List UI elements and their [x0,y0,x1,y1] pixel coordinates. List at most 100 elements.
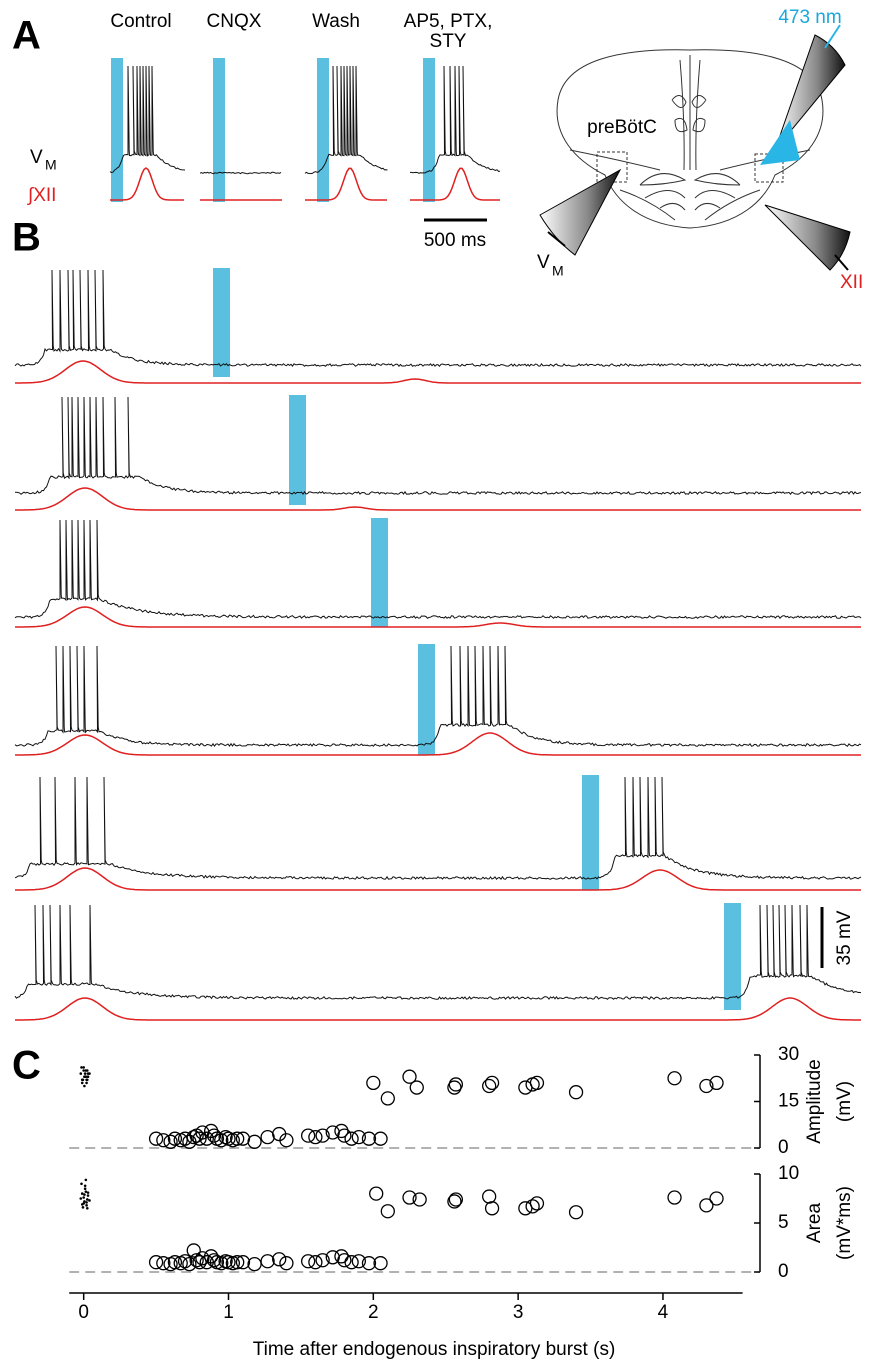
data-point [156,1133,171,1148]
data-point [529,1075,545,1091]
labels: A B C Control CNQX Wash AP5, PTX, STY V … [12,7,863,1360]
data-point [380,1091,395,1106]
control-point [86,1075,90,1078]
condition-label: Control [110,11,171,32]
data-point [699,1198,714,1213]
data-point [177,1254,193,1269]
data-point [402,1190,417,1205]
data-point [315,1253,330,1268]
x-axis-label: Time after endogenous inspiratory burst … [253,1339,616,1360]
control-point [79,1072,83,1075]
data-point [373,1131,388,1146]
data-point [369,1186,384,1201]
control-point [82,1069,85,1072]
y-tick-label: 0 [778,1137,789,1158]
data-point [361,1256,377,1271]
data-point [156,1256,171,1271]
slice-outline [556,49,824,229]
data-point [315,1128,330,1143]
data-point [366,1075,381,1091]
data-point [167,1131,183,1146]
data-point [247,1257,262,1272]
x-tick-label: 3 [513,1302,524,1323]
data-point [167,1255,183,1270]
data-point [182,1257,197,1272]
light-pulse [111,58,123,202]
data-point [337,1128,352,1143]
vm-sub: M [45,157,57,173]
integrated-trace [15,487,861,511]
control-point [86,1191,90,1194]
control-point [83,1200,86,1203]
y-tick-label: 15 [778,1091,799,1112]
region-label: preBötC [587,117,657,138]
control-point [84,1178,88,1182]
data-point [206,1253,222,1268]
leader [834,254,849,271]
light-pulse [724,903,741,1010]
y-tick-label: 10 [778,1163,799,1184]
control-point [83,1072,87,1075]
data-point [448,1077,464,1092]
data-point [308,1255,323,1270]
control-point [82,1196,85,1199]
data-point [308,1130,323,1145]
data-point [484,1201,500,1216]
control-point [86,1207,89,1210]
integrated-trace [15,997,861,1021]
data-point [300,1254,316,1269]
integrated-trace [15,606,861,628]
voltage-trace [15,396,862,496]
y-tick-label: 30 [778,1044,799,1065]
x-tick-label: 0 [78,1302,89,1323]
data-point [272,1252,287,1267]
control-point [83,1084,86,1088]
x-tick-label: 2 [368,1302,379,1323]
data-point [230,1131,245,1146]
data-point [186,1243,201,1258]
data-point [380,1204,395,1219]
data-point [279,1256,294,1271]
control-point [81,1206,85,1209]
data-point [260,1130,275,1145]
data-point [525,1199,540,1214]
data-point [344,1255,359,1270]
control-point [83,1075,86,1078]
data-point [218,1130,233,1145]
vm-label: V [537,252,550,273]
data-point [361,1131,377,1146]
data-point [192,1131,207,1146]
light-pulse [582,775,599,890]
control-point [81,1078,85,1082]
data-point [351,1130,366,1145]
voltage-trace [14,645,862,747]
data-point [195,1251,210,1266]
data-point [189,1253,204,1268]
voltage-trace [199,171,282,175]
data-point [482,1078,497,1094]
x-tick-label: 4 [658,1302,669,1323]
slice-midline [679,55,701,171]
light-fiber [774,34,846,151]
control-point [80,1182,83,1186]
voltage-trace [14,519,862,619]
data-point [177,1131,193,1146]
control-point [85,1201,88,1204]
light-pulse [371,518,388,627]
integrated-trace [15,867,861,891]
control-point [83,1187,87,1190]
data-point [192,1255,207,1270]
control-point [80,1081,84,1085]
data-point [300,1128,316,1143]
data-point [709,1191,724,1206]
y-tick-label: 0 [778,1261,789,1282]
scale-label: 35 mV [834,910,855,965]
data-point [235,1131,251,1146]
light-pulse [317,58,329,202]
data-point [199,1131,214,1146]
condition-label: Wash [312,11,360,32]
data-point [206,1128,222,1143]
control-point [80,1203,84,1206]
control-point [79,1197,83,1200]
data-point [235,1255,251,1270]
